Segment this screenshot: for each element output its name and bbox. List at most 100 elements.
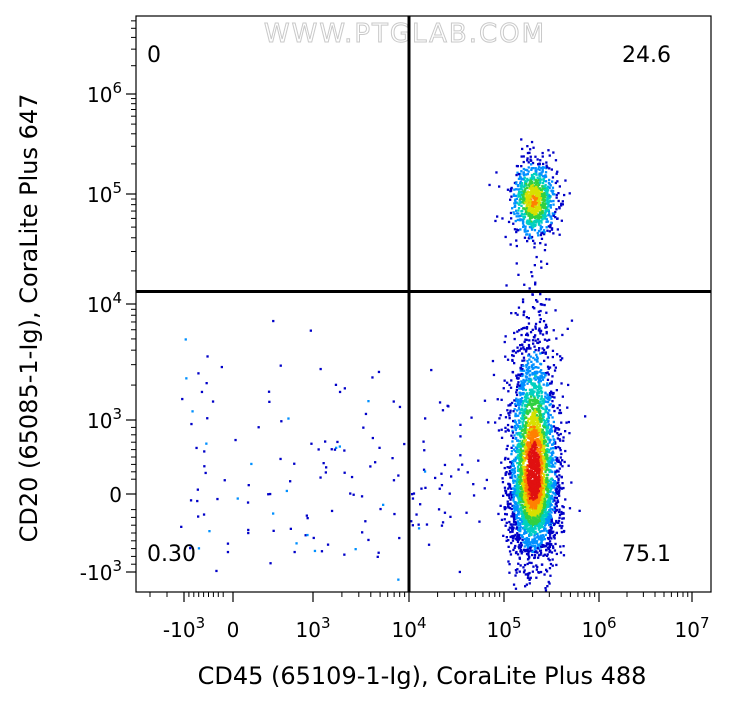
event-dot [513,490,516,493]
event-dot [556,499,559,502]
event-dot [523,197,526,201]
event-dot [509,465,512,468]
event-dot [532,342,535,345]
event-dot [548,154,551,157]
event-dot [535,540,539,543]
event-dot [403,442,406,446]
event-dot [538,510,541,513]
event-dot [534,500,537,503]
event-dot [556,437,559,440]
event-dot [551,176,555,179]
event-dot [522,473,525,476]
event-dot [538,205,541,208]
event-dot [511,431,515,434]
event-dot [539,293,542,296]
event-dot [505,521,508,524]
event-dot [538,472,541,475]
event-dot [535,194,538,197]
event-dot [466,471,469,474]
event-dot [555,490,558,493]
event-dot [515,486,518,490]
event-dot [533,336,536,339]
event-dot [535,446,539,449]
event-dot [525,405,529,408]
event-dot [526,486,529,489]
event-dot [522,392,525,395]
event-dot [542,449,546,452]
event-dot [543,519,546,522]
event-dot [539,515,543,518]
event-dot [536,377,540,380]
event-dot [563,460,566,464]
event-dot [548,178,551,182]
event-dot [501,217,504,220]
event-dot [558,474,561,477]
event-dot [534,430,537,433]
event-dot [546,365,550,368]
event-dot [544,504,547,507]
event-dot [537,458,540,462]
event-dot [503,508,506,511]
event-dot [511,426,514,429]
event-dot [513,504,516,507]
event-dot [542,383,545,386]
event-dot [545,218,548,221]
event-dot [520,534,524,537]
event-dot [543,526,546,530]
event-dot [520,552,523,555]
event-dot [517,188,520,191]
event-dot [541,544,544,547]
event-dot [522,216,525,219]
event-dot [522,419,525,422]
event-dot [527,166,530,169]
event-dot [548,298,551,301]
event-dot [530,430,533,433]
event-dot [548,505,552,508]
event-dot [513,493,516,496]
event-dot [508,520,511,524]
event-dot [515,517,518,520]
event-dot [539,398,542,401]
event-dot [537,511,540,514]
event-dot [532,523,535,526]
event-dot [539,376,542,379]
event-dot [528,423,532,426]
event-dot [547,416,551,420]
event-dot [181,397,184,401]
event-dot [521,414,524,417]
event-dot [521,550,524,553]
event-dot [523,494,526,497]
event-dot [548,448,551,452]
event-dot [518,199,521,202]
event-dot [530,405,533,408]
event-dot [521,538,524,541]
event-dot [528,524,531,527]
event-dot [537,456,541,459]
event-dot [542,478,546,481]
event-dot [530,140,534,144]
event-dot [538,423,541,426]
event-dot [554,471,557,474]
event-dot [523,520,526,523]
event-dot [545,529,549,533]
event-dot [411,493,414,496]
event-dot [555,496,558,499]
event-dot [520,519,523,522]
event-dot [561,459,564,462]
event-dot [517,177,521,180]
event-dot [534,322,538,326]
event-dot [554,441,557,444]
event-dot [524,424,527,427]
event-dot [415,513,418,516]
event-dot [543,462,546,465]
event-dot [556,482,559,485]
event-dot [534,507,538,510]
event-dot [540,504,543,507]
event-dot [552,441,556,444]
event-dot [530,201,534,204]
event-dot [544,499,547,502]
event-dot [537,341,540,345]
event-dot [515,409,519,412]
event-dot [510,446,513,449]
event-dot [541,484,544,487]
